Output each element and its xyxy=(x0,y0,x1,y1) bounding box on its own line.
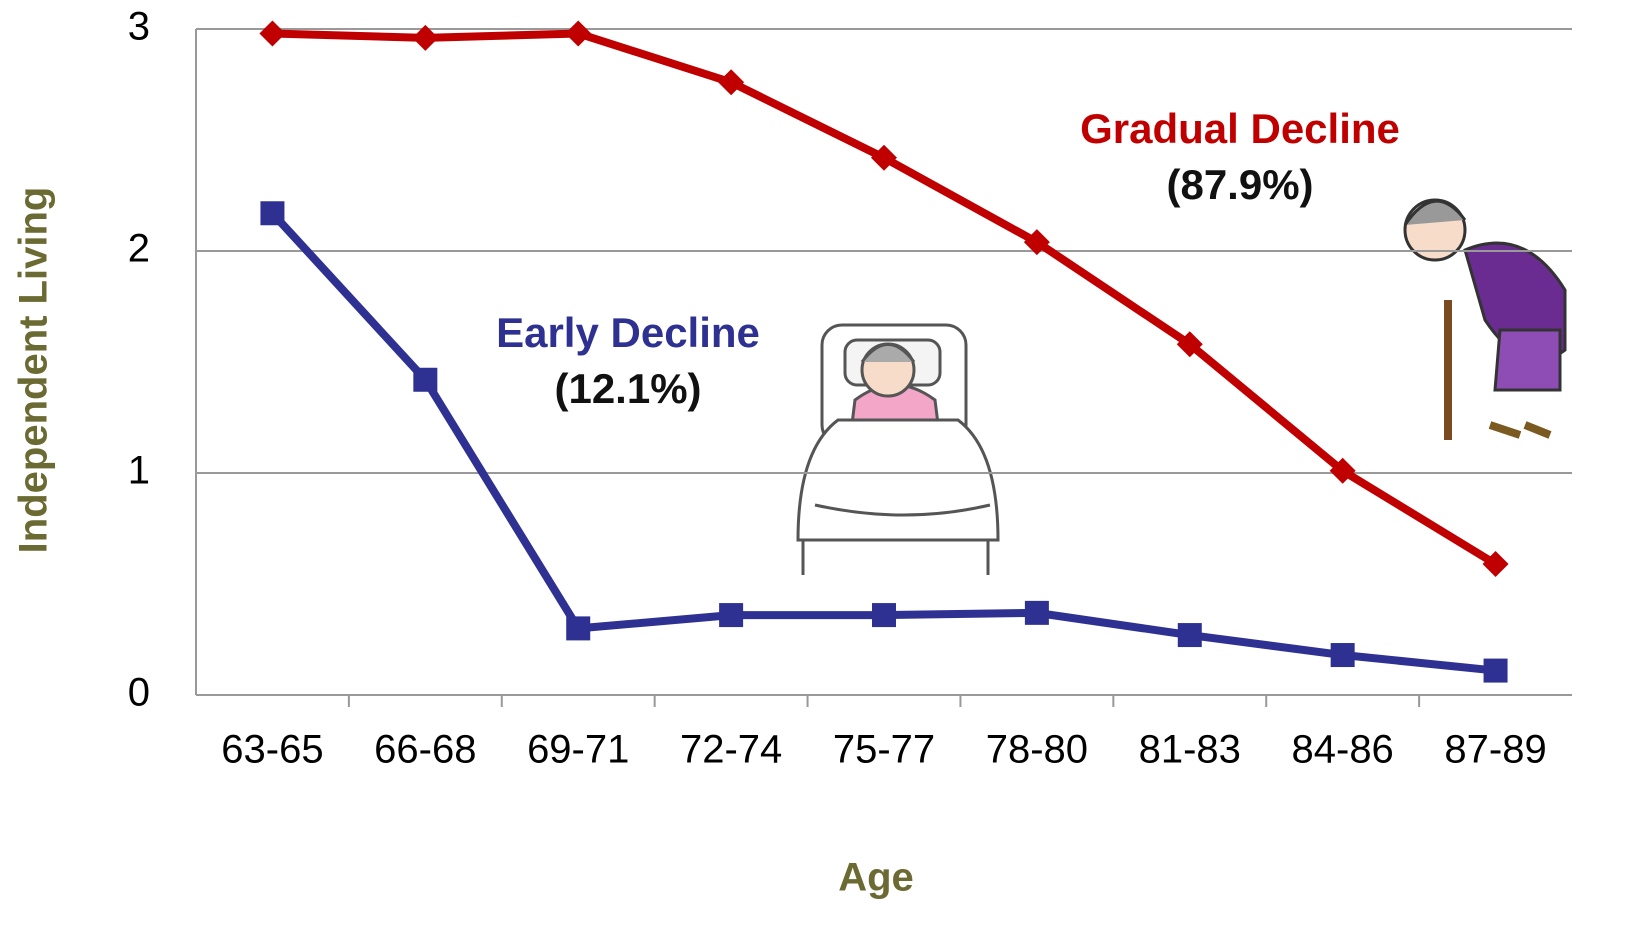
x-tick-label: 72-74 xyxy=(680,728,782,772)
point-marker xyxy=(719,603,744,628)
y-axis-title: Independent Living xyxy=(12,187,56,554)
y-tick-label: 0 xyxy=(128,671,150,715)
point-marker xyxy=(718,69,745,96)
series-annotation: Early Decline xyxy=(496,309,760,356)
share-annotation: (87.9%) xyxy=(1166,161,1313,208)
point-marker xyxy=(1177,623,1202,648)
point-marker xyxy=(412,24,439,51)
point-marker xyxy=(565,20,592,47)
point-marker xyxy=(871,144,897,171)
point-marker xyxy=(872,603,896,628)
point-marker xyxy=(413,367,438,392)
point-marker xyxy=(1330,643,1355,668)
x-tick-label: 69-71 xyxy=(527,728,629,772)
x-tick-label: 78-80 xyxy=(986,728,1088,772)
point-marker xyxy=(1482,551,1509,578)
x-tick-label: 81-83 xyxy=(1139,728,1241,772)
x-tick-label: 84-86 xyxy=(1292,728,1394,772)
y-tick-label: 1 xyxy=(128,449,150,493)
point-marker xyxy=(1024,600,1049,625)
x-tick-label: 63-65 xyxy=(221,728,323,772)
share-annotation: (12.1%) xyxy=(554,365,701,412)
point-marker xyxy=(1329,457,1356,484)
x-axis-title: Age xyxy=(838,856,914,900)
point-marker xyxy=(566,616,591,641)
series-annotation: Gradual Decline xyxy=(1080,105,1400,152)
elderly-person-illustration xyxy=(1403,198,1567,440)
y-tick-label: 3 xyxy=(128,5,150,49)
point-marker xyxy=(259,20,286,47)
point-marker xyxy=(1483,658,1508,683)
x-tick-label: 75-77 xyxy=(833,728,935,772)
point-marker xyxy=(260,201,285,226)
bed-illustration xyxy=(796,323,1000,575)
x-tick-label: 87-89 xyxy=(1444,728,1546,772)
y-tick-label: 2 xyxy=(128,227,150,271)
point-marker xyxy=(1023,229,1050,256)
point-marker xyxy=(1176,331,1203,358)
x-tick-label: 66-68 xyxy=(374,728,476,772)
